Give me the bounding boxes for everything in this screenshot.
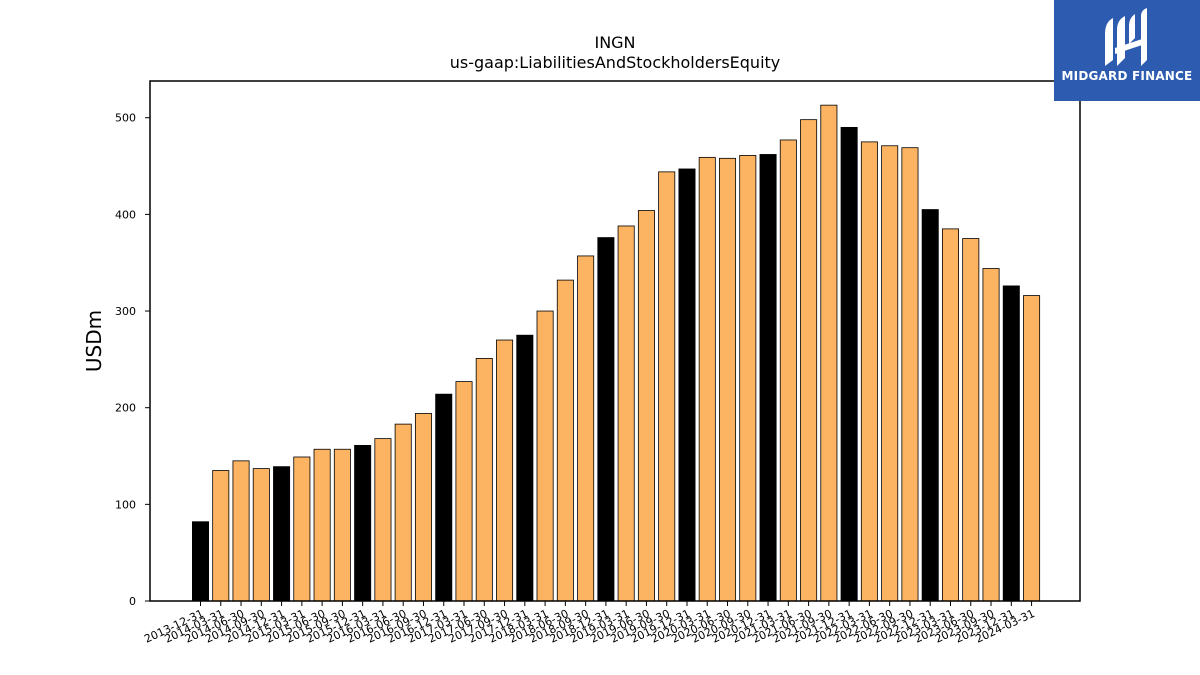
bar-2016-12-31 [435, 393, 453, 602]
bar-2017-03-31 [455, 381, 473, 602]
bar-2016-09-30 [414, 413, 432, 602]
bar-2021-03-31 [779, 139, 797, 602]
y-tick-label: 200 [115, 402, 136, 415]
bar-2015-06-30 [313, 448, 331, 602]
bar-2019-06-30 [637, 210, 655, 602]
bar-2018-06-30 [556, 279, 574, 602]
bar-2017-12-31 [516, 334, 534, 602]
bar-2020-06-30 [719, 157, 737, 602]
y-tick-label: 400 [115, 208, 136, 221]
bar-2019-03-31 [617, 225, 635, 602]
bar-2018-03-31 [536, 310, 554, 602]
y-axis-label: USDm [82, 310, 106, 372]
y-axis: 0 100 200 300 400 500 [115, 112, 150, 608]
y-tick-label: 100 [115, 498, 136, 511]
y-tick-label: 300 [115, 305, 136, 318]
bar-2015-03-31 [293, 456, 311, 602]
bar-2017-06-30 [475, 357, 493, 602]
bar-2014-09-30 [252, 468, 270, 602]
bar-2023-06-30 [962, 238, 980, 602]
bar-2023-12-31 [1002, 285, 1020, 602]
bar-2019-12-31 [678, 168, 696, 602]
bar-2022-12-31 [921, 209, 939, 602]
bar-2019-09-30 [658, 171, 676, 602]
bar-2021-12-31 [840, 126, 858, 602]
bars-group [191, 104, 1041, 602]
plot-frame [149, 80, 1081, 602]
midgard-logo-icon [1105, 8, 1147, 66]
bar-2018-12-31 [597, 237, 615, 602]
bar-2022-06-30 [881, 145, 899, 602]
y-tick-label: 0 [129, 595, 136, 608]
bar-2014-12-31 [273, 466, 291, 602]
bar-2018-09-30 [577, 255, 595, 602]
bar-2015-09-30 [333, 448, 351, 602]
bar-2023-03-31 [941, 228, 959, 602]
bar-2021-09-30 [820, 104, 838, 602]
bar-2016-06-30 [394, 423, 412, 602]
bar-2021-06-30 [800, 119, 818, 602]
bar-2014-06-30 [232, 460, 250, 602]
chart-subtitle: us-gaap:LiabilitiesAndStockholdersEquity [450, 53, 781, 72]
bar-2017-09-30 [496, 339, 514, 602]
bar-2022-03-31 [860, 141, 878, 602]
chart-title: INGN [594, 33, 635, 52]
x-axis: 2013-12-312014-03-312014-06-302014-09-30… [142, 601, 1037, 646]
bar-2022-09-30 [901, 147, 919, 602]
bar-2016-03-31 [374, 438, 392, 602]
brand-name: MIDGARD FINANCE [1061, 69, 1193, 83]
bar-2023-09-30 [982, 268, 1000, 602]
bar-2015-12-31 [354, 444, 372, 602]
brand-logo: MIDGARD FINANCE [1054, 0, 1200, 101]
bar-2024-03-31 [1023, 295, 1041, 602]
bar-2020-12-31 [759, 154, 777, 602]
bar-2020-09-30 [739, 155, 757, 602]
y-tick-label: 500 [115, 112, 136, 125]
bar-2020-03-31 [698, 156, 716, 602]
bar-2013-12-31 [191, 521, 209, 602]
bar-2014-03-31 [212, 470, 230, 602]
